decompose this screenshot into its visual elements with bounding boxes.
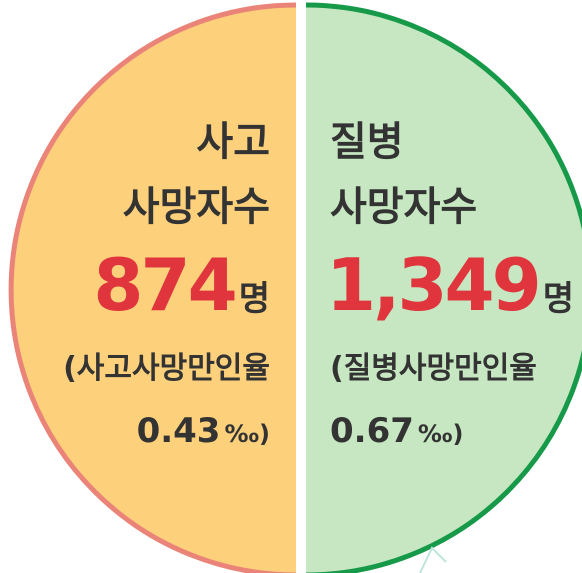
right-title: 질병 <box>330 119 404 165</box>
right-rate-unit: ‰) <box>418 420 464 448</box>
right-text: 질병 사망자수 1,349 명 (질병사망만인율 0.67 ‰) <box>326 119 574 451</box>
right-unit: 명 <box>543 279 574 319</box>
left-text: 사고 사망자수 874 명 (사고사망만인율 0.43 ‰) <box>63 119 270 451</box>
left-count: 874 <box>93 243 234 327</box>
left-rate-line: 0.43 ‰) <box>137 411 270 451</box>
right-count: 1,349 <box>326 243 539 327</box>
left-rate: 0.43 <box>137 411 221 451</box>
left-rate-label: (사고사망만인율 <box>63 351 270 386</box>
right-border <box>305 2 582 573</box>
right-rate-label: (질병사망만인율 <box>330 351 537 386</box>
left-title: 사망자수 <box>123 184 270 230</box>
decoration-arrow <box>419 546 447 573</box>
left-unit: 명 <box>239 279 270 319</box>
right-title: 사망자수 <box>330 184 477 230</box>
right-rate-line: 0.67 ‰) <box>330 411 463 451</box>
left-rate-unit: ‰) <box>224 420 270 448</box>
left-half <box>11 5 296 573</box>
right-count-line: 1,349 명 <box>326 243 574 327</box>
right-half <box>306 5 582 573</box>
right-rate: 0.67 <box>330 411 414 451</box>
left-title: 사고 <box>196 119 270 165</box>
left-count-line: 874 명 <box>93 243 270 327</box>
left-border <box>8 2 297 573</box>
